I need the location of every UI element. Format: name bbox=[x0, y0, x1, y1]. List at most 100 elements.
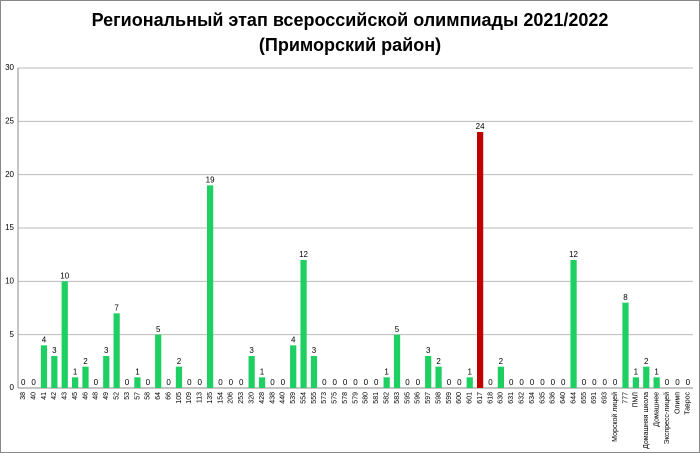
y-tick-label: 25 bbox=[5, 116, 14, 125]
bar bbox=[425, 356, 432, 388]
bar bbox=[477, 132, 484, 388]
bar bbox=[113, 313, 120, 388]
bar bbox=[155, 334, 162, 388]
x-tick-label: 49 bbox=[103, 392, 110, 400]
value-label: 0 bbox=[530, 378, 535, 387]
value-label: 2 bbox=[83, 357, 88, 366]
x-tick-label: 640 bbox=[560, 392, 567, 404]
bar bbox=[435, 366, 442, 388]
value-label: 0 bbox=[540, 378, 545, 387]
value-label: 4 bbox=[42, 335, 47, 344]
x-tick-label: 631 bbox=[508, 392, 515, 404]
value-label: 0 bbox=[322, 378, 327, 387]
x-tick-label: 575 bbox=[332, 392, 339, 404]
value-label: 0 bbox=[125, 378, 130, 387]
bar bbox=[134, 377, 141, 388]
value-label: 1 bbox=[384, 367, 389, 376]
value-label: 0 bbox=[603, 378, 608, 387]
x-tick-label: 113 bbox=[197, 392, 204, 403]
x-tick-label: 599 bbox=[446, 392, 453, 404]
value-label: 1 bbox=[73, 367, 78, 376]
value-label: 3 bbox=[426, 346, 431, 355]
bar bbox=[82, 366, 89, 388]
x-tick-label: 53 bbox=[124, 392, 131, 400]
value-label: 7 bbox=[114, 303, 119, 312]
x-tick-label: 154 bbox=[217, 392, 224, 404]
value-label: 0 bbox=[592, 378, 597, 387]
value-label: 2 bbox=[644, 357, 649, 366]
x-tick-label: 206 bbox=[228, 392, 235, 404]
x-tick-label: 135 bbox=[207, 392, 214, 404]
x-tick-label: 52 bbox=[113, 392, 120, 400]
bar bbox=[40, 345, 48, 388]
x-tick-label: 43 bbox=[62, 392, 69, 400]
x-tick-label: 597 bbox=[425, 392, 432, 404]
value-label: 0 bbox=[561, 378, 566, 387]
value-label: 1 bbox=[634, 367, 639, 376]
x-tick-label: 655 bbox=[581, 392, 588, 404]
bar bbox=[72, 377, 79, 388]
value-label: 5 bbox=[156, 325, 161, 334]
value-label: 12 bbox=[569, 250, 578, 259]
x-tick-label: 579 bbox=[352, 392, 359, 404]
x-tick-label: 105 bbox=[176, 392, 183, 404]
value-label: 10 bbox=[60, 271, 69, 280]
y-tick-label: 0 bbox=[10, 383, 15, 392]
value-label: 0 bbox=[218, 378, 223, 387]
value-label: 3 bbox=[104, 346, 109, 355]
value-label: 0 bbox=[187, 378, 192, 387]
bar bbox=[653, 377, 660, 388]
value-label: 0 bbox=[146, 378, 151, 387]
y-tick-label: 20 bbox=[5, 170, 14, 179]
x-tick-label: 600 bbox=[456, 392, 463, 404]
x-tick-label: 45 bbox=[72, 392, 79, 400]
value-label: 19 bbox=[206, 175, 215, 184]
value-label: 0 bbox=[364, 378, 369, 387]
chart-title: Региональный этап всероссийской олимпиад… bbox=[92, 10, 609, 30]
value-label: 0 bbox=[198, 378, 203, 387]
bar bbox=[643, 366, 650, 388]
x-tick-label: 601 bbox=[467, 392, 474, 404]
x-tick-label: 109 bbox=[186, 392, 193, 404]
value-label: 3 bbox=[312, 346, 317, 355]
bar bbox=[632, 377, 639, 388]
bar bbox=[570, 260, 577, 388]
x-tick-label: 41 bbox=[41, 392, 48, 400]
x-tick-label: 554 bbox=[300, 392, 307, 404]
x-tick-label: 320 bbox=[248, 392, 255, 404]
x-tick-label: ПМЛ bbox=[633, 392, 640, 408]
value-label: 24 bbox=[476, 122, 485, 131]
value-label: 1 bbox=[468, 367, 473, 376]
value-label: 0 bbox=[281, 378, 286, 387]
y-tick-label: 30 bbox=[5, 63, 14, 72]
value-label: 0 bbox=[229, 378, 234, 387]
x-tick-label: 595 bbox=[404, 392, 411, 404]
value-label: 0 bbox=[21, 378, 26, 387]
x-tick-label: 581 bbox=[373, 392, 380, 404]
x-tick-label: 539 bbox=[290, 392, 297, 404]
value-label: 0 bbox=[457, 378, 462, 387]
x-tick-label: 253 bbox=[238, 392, 245, 404]
x-tick-label: 777 bbox=[622, 392, 629, 404]
value-label: 0 bbox=[447, 378, 452, 387]
x-tick-label: Домашнее bbox=[653, 392, 660, 427]
x-tick-label: 636 bbox=[550, 392, 557, 404]
value-label: 0 bbox=[509, 378, 514, 387]
x-tick-label: 64 bbox=[155, 392, 162, 400]
value-label: 1 bbox=[135, 367, 140, 376]
y-tick-label: 5 bbox=[10, 330, 15, 339]
x-tick-label: 438 bbox=[269, 392, 276, 404]
x-tick-label: Экспресс-лицей bbox=[663, 392, 671, 444]
value-label: 0 bbox=[270, 378, 275, 387]
value-label: 0 bbox=[374, 378, 379, 387]
value-label: 2 bbox=[436, 357, 441, 366]
bar bbox=[61, 281, 68, 388]
x-tick-label: 632 bbox=[518, 392, 525, 404]
bar bbox=[248, 356, 255, 388]
value-label: 0 bbox=[239, 378, 244, 387]
value-label: 1 bbox=[654, 367, 659, 376]
value-label: 0 bbox=[31, 378, 36, 387]
bar bbox=[300, 260, 307, 388]
x-tick-label: 38 bbox=[20, 392, 27, 400]
x-tick-label: 634 bbox=[529, 392, 536, 404]
